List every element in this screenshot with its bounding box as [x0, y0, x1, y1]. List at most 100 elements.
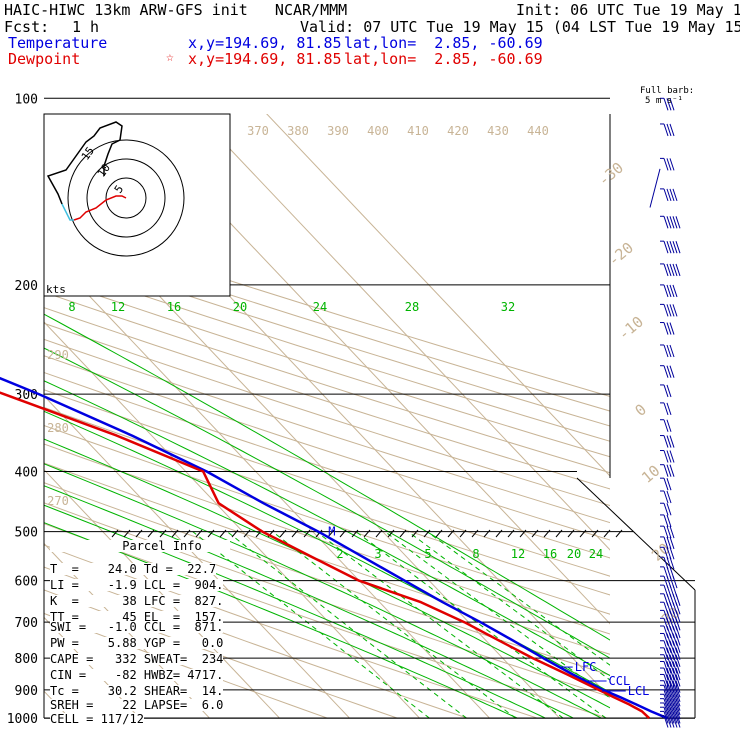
isotherm-label: 40 [675, 0, 693, 4]
dewpoint-xy: x,y=194.69, 81.85 [188, 50, 342, 68]
wind-barb-flag [669, 240, 675, 254]
wind-barb-flag [675, 654, 681, 667]
wind-barb-flag [666, 680, 672, 693]
hatch-mark [339, 529, 347, 538]
wind-barb-flag [663, 654, 669, 667]
dry-adiabat-line [44, 247, 610, 427]
dewpoint-legend: Dewpoint [8, 50, 81, 68]
wind-barb [660, 419, 672, 432]
wind-barb-flag [663, 322, 669, 335]
hatch-mark [135, 529, 143, 538]
wind-barb-flag [669, 158, 675, 171]
wind-barb-flag [675, 263, 681, 277]
wind-barb-flag [666, 216, 672, 229]
wind-barb-flag [663, 123, 669, 137]
dry-adiabat-line [44, 443, 610, 635]
wind-barbs [649, 97, 681, 728]
pressure-tick-label: 700 [15, 616, 38, 631]
wind-barb-flag [666, 435, 672, 448]
wind-barb-flag [663, 419, 669, 432]
wind-barb-flag [666, 419, 672, 432]
theta-label: 370 [247, 124, 269, 138]
temperature-legend: Temperature [8, 34, 108, 52]
isotherm-label: 0 [632, 400, 650, 420]
parcel-row: PW = 5.88 YGP = 0.0 [50, 636, 224, 650]
hodograph-ring-label: 15 [79, 144, 97, 162]
wind-barb-flag [666, 284, 672, 298]
wind-barb-flag [663, 667, 669, 681]
pressure-tick-label: 400 [15, 466, 38, 481]
mixing-ratio-line [272, 531, 517, 719]
wind-barb [660, 450, 675, 463]
wind-barb-flag [663, 435, 669, 448]
wind-barb [660, 514, 672, 528]
hatch-mark [495, 529, 503, 538]
wind-barb-flag [666, 685, 672, 698]
dry-adiabat-line [44, 322, 610, 507]
wind-barb-flag [666, 503, 672, 516]
wind-barb-flag [663, 593, 669, 606]
hatch-mark [159, 529, 167, 538]
wind-barb-upper [649, 168, 661, 208]
hodograph-trace-upper [46, 121, 123, 205]
theta-label: 430 [487, 124, 509, 138]
hatch-mark [375, 529, 383, 538]
wind-barb-flag [669, 661, 675, 674]
wind-barb-flag [666, 158, 672, 171]
mixing-ratio-line [426, 531, 610, 666]
isotherm-line [266, 114, 610, 477]
wind-barb-flag [666, 402, 672, 416]
wind-barb-flag [663, 384, 669, 398]
forecast-label: Fcst: [4, 18, 50, 36]
wind-barb-flag [663, 464, 669, 477]
moist-adiabat-label: 12 [111, 300, 125, 314]
wind-barb-flag [663, 344, 669, 358]
wind-barb-flag [663, 602, 669, 615]
parcel-row: CAPE = 332 SWEAT= 234 [50, 652, 224, 666]
lcl-label: LCL [628, 684, 650, 698]
hatch-mark [291, 529, 299, 538]
parcel-row: SWI = -1.0 CCL = 871. [50, 620, 224, 634]
mixing-ratio-label: 5 [424, 547, 431, 561]
wind-barb-flag [666, 344, 672, 358]
wind-barb [660, 240, 681, 254]
wind-barb-flag [666, 514, 672, 528]
wind-barb-flag [663, 715, 669, 728]
wind-barb-flag [663, 263, 669, 277]
wind-barb-flag [669, 647, 675, 660]
wind-barb-flag [663, 694, 669, 707]
wind-barb-flag [666, 240, 672, 254]
hatch-mark [279, 529, 287, 538]
hodograph-units-label: kts [46, 283, 66, 296]
parcel-row: K = 38 LFC = 827. [50, 594, 224, 608]
isotherm-line [196, 114, 610, 551]
wind-barb [660, 123, 675, 137]
forecast-hour: 1 h [72, 18, 100, 36]
wind-barb [660, 384, 672, 398]
wind-barb [660, 477, 672, 491]
mixing-ratio-label: 24 [589, 547, 603, 561]
wind-barb-flag [666, 536, 672, 550]
pressure-tick-label: 600 [15, 575, 38, 590]
wind-barb [660, 525, 675, 539]
wind-barb [660, 188, 678, 202]
wind-barb [660, 640, 681, 653]
hatch-mark [243, 529, 251, 538]
isotherm-label: -30 [595, 159, 627, 190]
isotherm-label: -20 [605, 239, 637, 270]
wind-barb-flag [669, 464, 675, 477]
wind-barb [660, 490, 672, 504]
hatch-mark [123, 529, 131, 538]
hatch-mark [543, 529, 551, 538]
dry-adiabat-line [44, 406, 610, 596]
wind-barb-flag [663, 284, 669, 298]
wind-barb [660, 263, 681, 277]
dry-adiabat-line [44, 502, 610, 698]
wind-barb-flag [669, 536, 675, 550]
mixing-ratio-line [226, 531, 467, 719]
theta-label: 440 [527, 124, 549, 138]
wind-barb-flag [666, 123, 672, 137]
wind-barb-flag [663, 216, 669, 229]
wind-barb-flag [669, 547, 675, 560]
